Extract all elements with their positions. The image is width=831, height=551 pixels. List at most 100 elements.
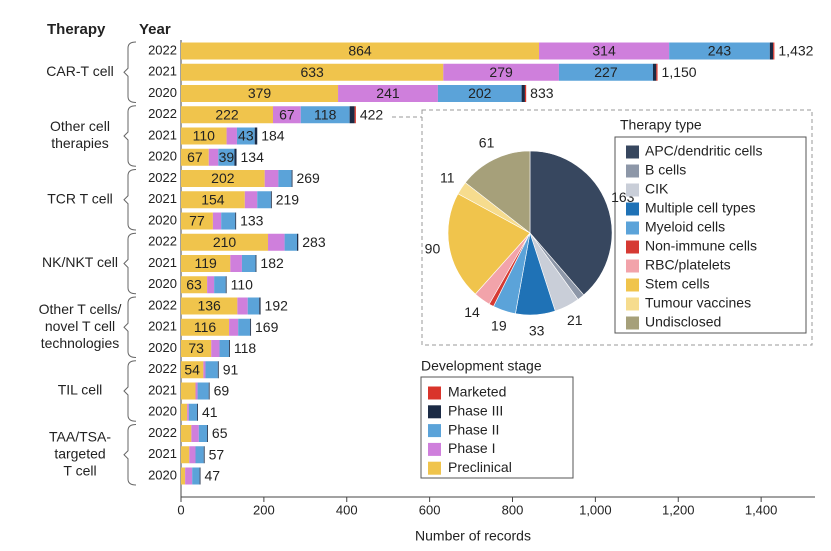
segment-label: 243 [708, 43, 732, 59]
year-label: 2020 [148, 340, 177, 355]
bar-segment [181, 42, 540, 60]
x-tick-label: 600 [419, 502, 441, 517]
bar-segment [268, 233, 285, 251]
total-label: 47 [204, 468, 220, 484]
bar-segment [188, 403, 198, 421]
bar-segment [539, 42, 670, 60]
bar-segment [234, 148, 237, 166]
bar-segment [656, 63, 658, 81]
bar-segment [338, 85, 438, 102]
bar-segment [181, 85, 339, 102]
legend-swatch [626, 183, 639, 197]
year-label: 2021 [148, 319, 177, 334]
group-label: targeted [54, 445, 105, 461]
bar-segment [354, 106, 356, 124]
legend-label: Multiple cell types [645, 200, 756, 216]
x-axis-title: Number of records [415, 528, 531, 544]
bar-segment [199, 467, 201, 485]
bar-segment [195, 446, 204, 464]
total-label: 184 [261, 128, 285, 144]
segment-label: 279 [489, 64, 513, 80]
group-label: Other T cells/ [39, 301, 122, 317]
group-bracket [123, 360, 137, 422]
bar-segment [203, 446, 205, 464]
year-label: 2022 [148, 106, 177, 121]
bar-segment [521, 85, 525, 102]
bar-segment [669, 42, 770, 60]
segment-label: 314 [592, 43, 616, 59]
group-label: T cell [63, 462, 96, 478]
segment-label: 118 [314, 106, 337, 122]
pie-slice [464, 150, 531, 234]
segment-label: 202 [211, 170, 235, 186]
segment-label: 73 [188, 340, 204, 356]
bar-segment [185, 467, 193, 485]
segment-label: 67 [279, 106, 295, 122]
pie-slice [447, 193, 531, 295]
bar-segment [212, 212, 222, 230]
bar-segment [181, 255, 231, 272]
bar-segment [437, 85, 522, 102]
legend-swatch [428, 442, 441, 456]
bar-segment [205, 361, 218, 379]
year-label: 2020 [148, 467, 177, 482]
bar-segment [250, 318, 252, 336]
total-label: 110 [231, 276, 254, 292]
bar-segment [284, 233, 298, 251]
pie-label: 19 [491, 318, 507, 334]
legend-label: Myeloid cells [645, 219, 725, 235]
legend-swatch [626, 240, 639, 254]
legend-label: Tumour vaccines [645, 295, 751, 311]
year-label: 2022 [148, 234, 177, 249]
legend-label: CIK [645, 181, 669, 197]
bar-segment [769, 42, 774, 60]
legend-swatch [626, 164, 639, 178]
group-bracket [123, 105, 137, 167]
legend-label: Stem cells [645, 276, 710, 292]
legend-label: Phase III [448, 403, 503, 419]
x-tick-label: 0 [177, 502, 184, 517]
bar-segment [524, 85, 527, 102]
pie-slice [529, 150, 613, 296]
bar-segment [191, 425, 199, 442]
bar-segment [349, 106, 355, 124]
x-tick-label: 200 [253, 502, 275, 517]
bar-segment [264, 170, 279, 187]
group-bracket [123, 424, 137, 486]
total-label: 133 [240, 213, 264, 229]
bar-segment [443, 63, 559, 81]
segment-label: 110 [193, 128, 216, 144]
bar-segment [181, 63, 444, 81]
pie-label: 14 [464, 304, 480, 320]
total-label: 134 [241, 149, 265, 165]
pie-label: 90 [425, 241, 441, 257]
bar-segment [270, 191, 272, 209]
bar-segment [221, 212, 236, 230]
bar-segment [198, 425, 208, 442]
year-label: 2020 [148, 212, 177, 227]
legend-swatch [626, 278, 639, 292]
segment-label: 77 [189, 213, 205, 229]
bar-segment [272, 106, 301, 124]
legend-label: APC/dendritic cells [645, 143, 763, 159]
segment-label: 864 [348, 43, 372, 59]
bar-segment [181, 340, 212, 357]
legend-swatch [428, 405, 441, 419]
year-label: 2021 [148, 382, 177, 397]
bar-segment [181, 276, 208, 294]
bar-segment [255, 255, 257, 272]
total-label: 283 [302, 234, 326, 250]
bar-segment [197, 403, 198, 421]
total-label: 169 [255, 319, 279, 335]
year-label: 2021 [148, 64, 177, 79]
bar-segment [207, 425, 208, 442]
group-label: therapies [51, 135, 109, 151]
x-tick-label: 1,200 [662, 502, 695, 517]
bar-segment [181, 425, 192, 442]
bar-segment [181, 318, 230, 336]
segment-label: 39 [219, 149, 235, 165]
bar-segment [229, 318, 239, 336]
segment-label: 202 [468, 85, 492, 101]
segment-label: 154 [201, 191, 225, 207]
bar-segment [208, 382, 210, 400]
